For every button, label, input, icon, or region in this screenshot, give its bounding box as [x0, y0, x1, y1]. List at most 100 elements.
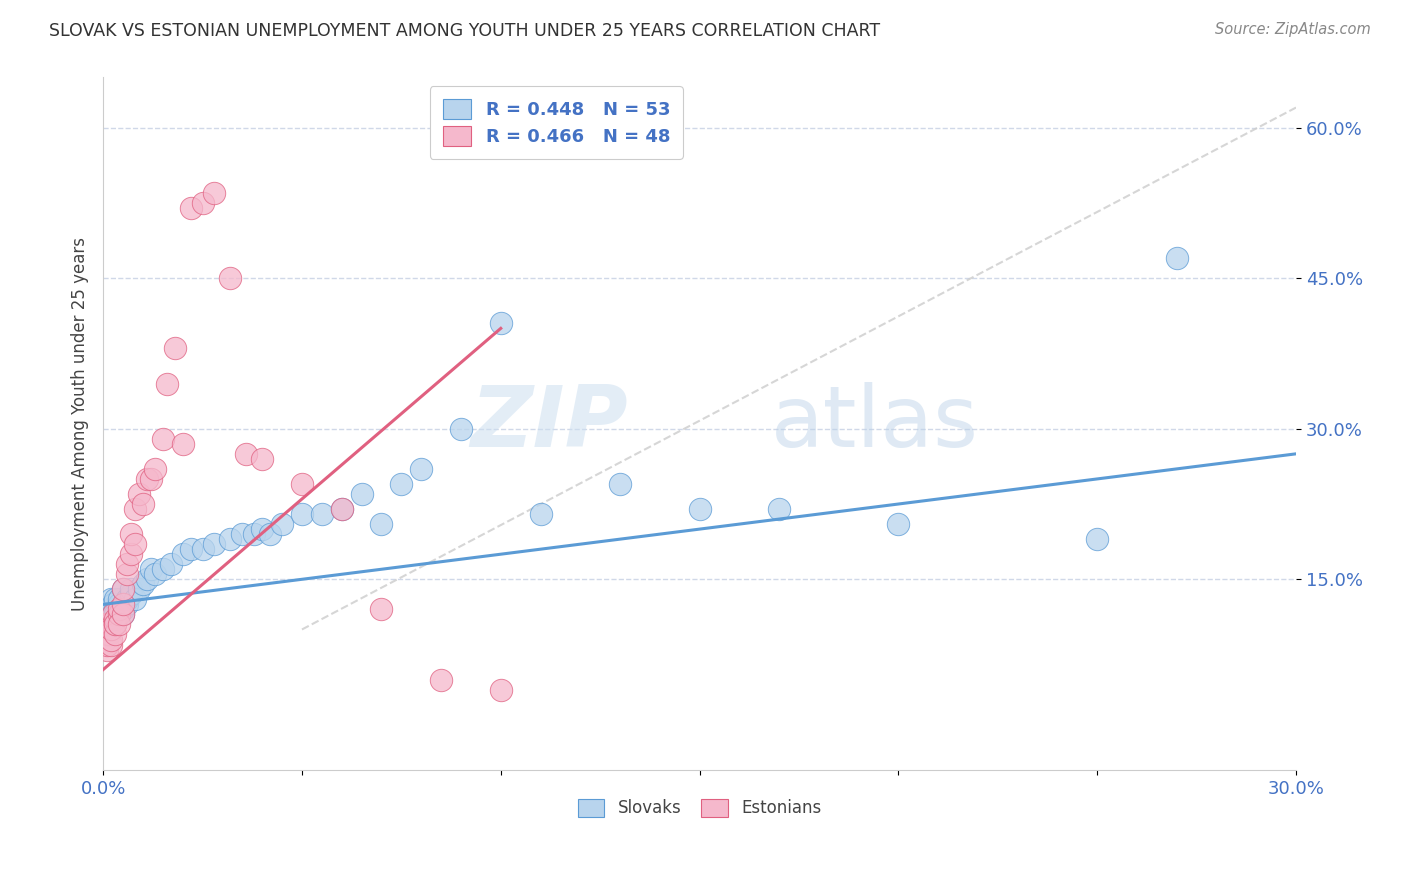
Point — [139, 472, 162, 486]
Point — [132, 497, 155, 511]
Text: SLOVAK VS ESTONIAN UNEMPLOYMENT AMONG YOUTH UNDER 25 YEARS CORRELATION CHART: SLOVAK VS ESTONIAN UNEMPLOYMENT AMONG YO… — [49, 22, 880, 40]
Point — [152, 432, 174, 446]
Point — [104, 602, 127, 616]
Point — [111, 602, 134, 616]
Point — [489, 316, 512, 330]
Point — [124, 502, 146, 516]
Point — [115, 567, 138, 582]
Point — [124, 537, 146, 551]
Point — [143, 462, 166, 476]
Point — [101, 598, 124, 612]
Point — [887, 517, 910, 532]
Point — [172, 437, 194, 451]
Point — [389, 477, 412, 491]
Point — [152, 562, 174, 576]
Point — [139, 562, 162, 576]
Point — [100, 623, 122, 637]
Point — [330, 502, 353, 516]
Point — [96, 642, 118, 657]
Point — [111, 607, 134, 622]
Point — [259, 527, 281, 541]
Point — [98, 627, 121, 641]
Legend: Slovaks, Estonians: Slovaks, Estonians — [571, 792, 828, 824]
Point — [94, 632, 117, 647]
Point — [370, 517, 392, 532]
Point — [411, 462, 433, 476]
Point — [124, 592, 146, 607]
Point — [100, 602, 122, 616]
Point — [111, 582, 134, 597]
Point — [104, 617, 127, 632]
Point — [271, 517, 294, 532]
Point — [450, 422, 472, 436]
Point — [768, 502, 790, 516]
Point — [191, 195, 214, 210]
Point — [128, 582, 150, 597]
Point — [94, 623, 117, 637]
Point — [370, 602, 392, 616]
Point — [219, 532, 242, 546]
Point — [156, 376, 179, 391]
Point — [94, 607, 117, 622]
Point — [104, 592, 127, 607]
Point — [163, 342, 186, 356]
Point — [330, 502, 353, 516]
Point — [104, 607, 127, 622]
Point — [430, 673, 453, 687]
Point — [159, 558, 181, 572]
Point — [250, 522, 273, 536]
Point — [235, 447, 257, 461]
Point — [115, 592, 138, 607]
Point — [128, 487, 150, 501]
Point — [93, 617, 115, 632]
Point — [172, 547, 194, 561]
Text: ZIP: ZIP — [471, 382, 628, 466]
Point — [108, 617, 131, 632]
Point — [132, 577, 155, 591]
Point — [135, 572, 157, 586]
Point — [96, 602, 118, 616]
Point — [1085, 532, 1108, 546]
Point — [111, 582, 134, 597]
Point — [204, 537, 226, 551]
Point — [108, 602, 131, 616]
Point — [96, 627, 118, 641]
Point — [180, 542, 202, 557]
Point — [219, 271, 242, 285]
Point — [108, 592, 131, 607]
Point — [96, 612, 118, 626]
Point — [143, 567, 166, 582]
Point — [108, 607, 131, 622]
Point — [115, 558, 138, 572]
Point — [135, 472, 157, 486]
Point — [120, 587, 142, 601]
Point — [120, 527, 142, 541]
Point — [100, 632, 122, 647]
Point — [311, 507, 333, 521]
Point — [243, 527, 266, 541]
Point — [250, 451, 273, 466]
Point — [96, 638, 118, 652]
Point — [98, 617, 121, 632]
Point — [120, 547, 142, 561]
Point — [108, 598, 131, 612]
Point — [204, 186, 226, 200]
Point — [104, 612, 127, 626]
Point — [111, 598, 134, 612]
Point — [191, 542, 214, 557]
Point — [101, 607, 124, 622]
Point — [689, 502, 711, 516]
Point — [231, 527, 253, 541]
Text: atlas: atlas — [770, 382, 979, 466]
Point — [111, 607, 134, 622]
Point — [180, 201, 202, 215]
Text: Source: ZipAtlas.com: Source: ZipAtlas.com — [1215, 22, 1371, 37]
Point — [291, 507, 314, 521]
Point — [98, 607, 121, 622]
Point — [104, 627, 127, 641]
Point — [104, 617, 127, 632]
Point — [100, 592, 122, 607]
Point — [120, 582, 142, 597]
Point — [529, 507, 551, 521]
Point — [350, 487, 373, 501]
